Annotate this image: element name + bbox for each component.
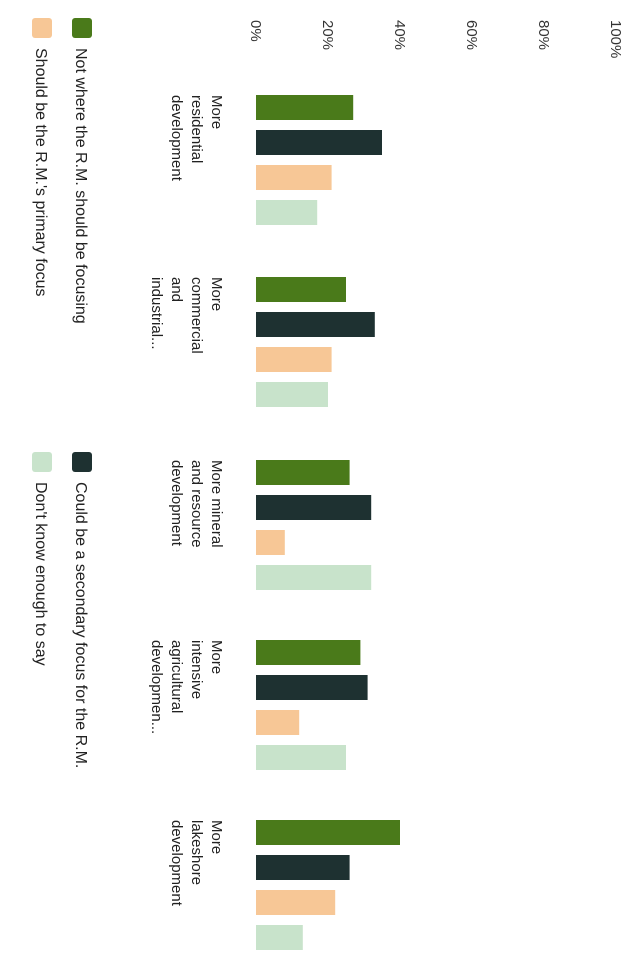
category-label-line: More mineral bbox=[208, 460, 225, 548]
bar bbox=[256, 200, 318, 225]
bar bbox=[256, 165, 332, 190]
bar bbox=[256, 495, 372, 520]
bar bbox=[256, 820, 400, 845]
legend-label: Could be a secondary focus for the R.M. bbox=[72, 482, 89, 768]
bar bbox=[255, 925, 303, 950]
bar bbox=[256, 95, 354, 120]
category-label-line: residential bbox=[188, 95, 205, 163]
category-label-line: More bbox=[208, 95, 225, 129]
bar bbox=[256, 855, 350, 880]
category-label-line: lakeshore bbox=[188, 820, 205, 885]
category-label-line: More bbox=[208, 820, 225, 854]
category-label-line: industrial... bbox=[148, 277, 165, 350]
category-label: Moreresidentialdevelopment bbox=[168, 95, 225, 182]
legend-item: Should be the R.M.'s primary focus bbox=[32, 18, 52, 297]
category-label-line: and bbox=[168, 277, 185, 302]
bar bbox=[256, 745, 346, 770]
bars bbox=[255, 95, 400, 950]
category-label-line: agricultural bbox=[168, 640, 185, 713]
bar bbox=[256, 277, 346, 302]
legend-item: Don't know enough to say bbox=[32, 452, 52, 666]
category-label: Moreintensiveagriculturaldevelopmen... bbox=[148, 640, 225, 734]
bar bbox=[255, 640, 361, 665]
legend-swatch bbox=[32, 18, 52, 38]
bar bbox=[256, 382, 328, 407]
category-label-line: and resource bbox=[188, 460, 205, 548]
bar bbox=[256, 675, 368, 700]
category-label-line: More bbox=[208, 640, 225, 674]
tick-label: 40% bbox=[391, 20, 408, 50]
bar bbox=[256, 890, 336, 915]
tick-label: 100% bbox=[607, 20, 624, 58]
tick-label: 60% bbox=[463, 20, 480, 50]
bar bbox=[256, 710, 300, 735]
bar bbox=[256, 565, 372, 590]
category-label-line: developmen... bbox=[148, 640, 165, 734]
category-label-line: development bbox=[168, 820, 185, 907]
legend-swatch bbox=[72, 18, 92, 38]
bar bbox=[256, 130, 382, 155]
tick-label: 0% bbox=[247, 20, 264, 42]
legend: Not where the R.M. should be focusing Cou… bbox=[32, 18, 92, 768]
x-axis-ticks: 0% 20% 40% 60% 80% 100% bbox=[247, 20, 624, 58]
category-label: Morecommercialandindustrial... bbox=[148, 277, 225, 354]
category-label-line: intensive bbox=[188, 640, 205, 699]
category-label-line: development bbox=[168, 95, 185, 182]
tick-label: 80% bbox=[535, 20, 552, 50]
category-labels: MoreresidentialdevelopmentMorecommercial… bbox=[148, 95, 225, 907]
legend-label: Should be the R.M.'s primary focus bbox=[32, 48, 49, 297]
legend-swatch bbox=[72, 452, 92, 472]
category-label-line: development bbox=[168, 460, 185, 547]
legend-swatch bbox=[32, 452, 52, 472]
legend-label: Not where the R.M. should be focusing bbox=[72, 48, 89, 324]
bar bbox=[256, 347, 332, 372]
bar bbox=[255, 530, 285, 555]
category-label: Morelakeshoredevelopment bbox=[168, 820, 225, 907]
category-label-line: commercial bbox=[188, 277, 205, 354]
tick-label: 20% bbox=[319, 20, 336, 50]
legend-item: Not where the R.M. should be focusing bbox=[72, 18, 92, 324]
category-label-line: More bbox=[208, 277, 225, 311]
category-label: More mineraland resourcedevelopment bbox=[168, 460, 225, 548]
bar bbox=[256, 460, 350, 485]
legend-label: Don't know enough to say bbox=[32, 482, 49, 666]
bar bbox=[255, 312, 375, 337]
legend-item: Could be a secondary focus for the R.M. bbox=[72, 452, 92, 768]
chart-rotated-group: 0% 20% 40% 60% 80% 100% Moreresidentialdevelo… bbox=[32, 18, 624, 950]
